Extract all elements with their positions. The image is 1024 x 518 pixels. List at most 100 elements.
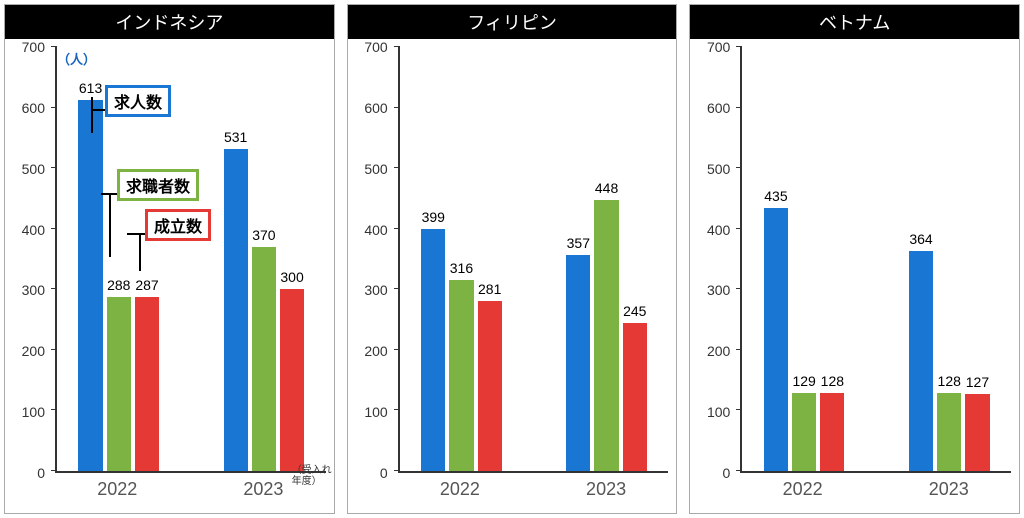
- y-tick-mark: [51, 228, 57, 229]
- bar-value-label: 127: [966, 374, 989, 390]
- bar: [280, 289, 304, 471]
- y-tick-label: 300: [22, 282, 45, 298]
- bar: [107, 297, 131, 471]
- bar: [449, 280, 473, 471]
- legend-box: 求人数: [105, 85, 171, 117]
- y-tick-label: 0: [380, 465, 388, 481]
- y-tick-mark: [736, 228, 742, 229]
- y-tick-label: 600: [22, 100, 45, 116]
- bar-value-label: 128: [938, 373, 961, 389]
- y-tick-mark: [394, 409, 400, 410]
- bar: [965, 394, 989, 471]
- x-tick-label: 2022: [783, 479, 823, 500]
- plot-area: 613288287531370300: [55, 47, 326, 473]
- y-tick-mark: [51, 46, 57, 47]
- y-tick-mark: [51, 107, 57, 108]
- panel-title: インドネシア: [5, 5, 334, 39]
- y-tick-mark: [736, 46, 742, 47]
- bar-value-label: 531: [224, 129, 247, 145]
- plot-area: 399316281357448245: [398, 47, 669, 473]
- bar: [566, 255, 590, 471]
- y-tick-label: 700: [364, 39, 387, 55]
- y-tick-label: 100: [22, 404, 45, 420]
- y-tick-label: 700: [22, 39, 45, 55]
- bar: [78, 100, 102, 471]
- bar: [764, 208, 788, 471]
- legend-connector: [127, 233, 145, 235]
- bar: [478, 301, 502, 471]
- y-tick-mark: [736, 409, 742, 410]
- panel-title: フィリピン: [348, 5, 677, 39]
- bar: [820, 393, 844, 471]
- y-tick-label: 300: [707, 282, 730, 298]
- bar: [224, 149, 248, 471]
- bar-value-label: 448: [595, 180, 618, 196]
- y-tick-label: 300: [364, 282, 387, 298]
- bar-value-label: 128: [821, 373, 844, 389]
- bar: [623, 323, 647, 471]
- x-axis-labels: 2022 2023: [740, 479, 1011, 505]
- y-tick-label: 700: [707, 39, 730, 55]
- y-tick-mark: [394, 228, 400, 229]
- legend-box: 求職者数: [117, 169, 199, 201]
- y-tick-label: 100: [707, 404, 730, 420]
- legend-connector: [139, 233, 141, 271]
- bar: [135, 297, 159, 471]
- y-unit-label: （人）: [57, 49, 96, 68]
- x-tick-label: 2023: [243, 479, 283, 500]
- legend-connector: [109, 193, 111, 257]
- legend-connector: [91, 97, 93, 133]
- y-tick-mark: [51, 167, 57, 168]
- bar-value-label: 613: [79, 80, 102, 96]
- y-tick-mark: [394, 288, 400, 289]
- y-axis: 0100200300400500600700: [348, 47, 394, 473]
- y-tick-mark: [736, 107, 742, 108]
- y-tick-label: 500: [22, 161, 45, 177]
- bar-value-label: 287: [135, 277, 158, 293]
- y-tick-mark: [51, 288, 57, 289]
- y-tick-label: 400: [364, 222, 387, 238]
- bar: [421, 229, 445, 471]
- chart-panel: ベトナム010020030040050060070043512912836412…: [689, 4, 1020, 514]
- y-tick-mark: [51, 349, 57, 350]
- bar-value-label: 399: [422, 209, 445, 225]
- x-axis-labels: 2022 2023: [398, 479, 669, 505]
- y-tick-label: 200: [707, 343, 730, 359]
- y-tick-mark: [736, 470, 742, 471]
- bar: [252, 247, 276, 471]
- chart-panel: フィリピン01002003004005006007003993162813574…: [347, 4, 678, 514]
- y-tick-label: 100: [364, 404, 387, 420]
- y-tick-mark: [736, 349, 742, 350]
- y-tick-mark: [394, 107, 400, 108]
- chart-panel: インドネシア0100200300400500600700613288287531…: [4, 4, 335, 514]
- y-tick-label: 500: [707, 161, 730, 177]
- bar-value-label: 281: [478, 281, 501, 297]
- x-tick-label: 2023: [929, 479, 969, 500]
- y-tick-label: 600: [707, 100, 730, 116]
- legend-connector: [101, 193, 117, 195]
- y-tick-mark: [736, 288, 742, 289]
- x-axis-labels: 2022 2023: [55, 479, 326, 505]
- y-tick-mark: [394, 46, 400, 47]
- bar: [792, 393, 816, 471]
- y-tick-label: 200: [364, 343, 387, 359]
- bar-value-label: 435: [764, 188, 787, 204]
- y-tick-mark: [394, 470, 400, 471]
- legend-box: 成立数: [145, 209, 211, 241]
- bar: [594, 200, 618, 471]
- y-tick-mark: [394, 349, 400, 350]
- x-tick-label: 2023: [586, 479, 626, 500]
- bar-value-label: 370: [252, 227, 275, 243]
- bar: [909, 251, 933, 471]
- y-tick-label: 600: [364, 100, 387, 116]
- legend-connector: [91, 109, 105, 111]
- y-tick-label: 400: [22, 222, 45, 238]
- bar-value-label: 288: [107, 277, 130, 293]
- y-axis: 0100200300400500600700: [5, 47, 51, 473]
- bar-value-label: 129: [792, 373, 815, 389]
- bar-value-label: 364: [909, 231, 932, 247]
- x-tick-label: 2022: [440, 479, 480, 500]
- x-tick-label: 2022: [97, 479, 137, 500]
- y-tick-mark: [51, 470, 57, 471]
- y-axis: 0100200300400500600700: [690, 47, 736, 473]
